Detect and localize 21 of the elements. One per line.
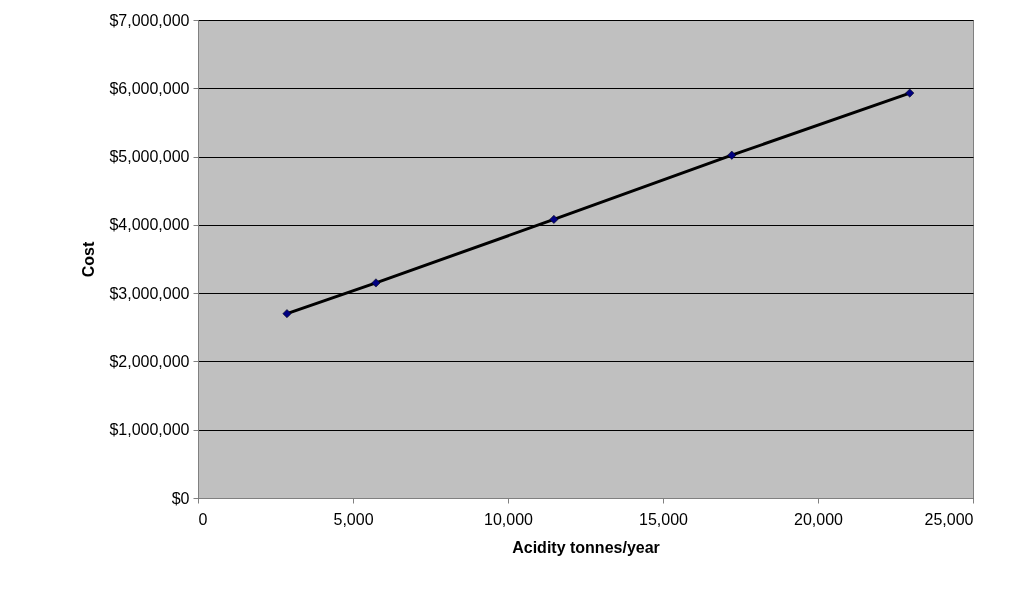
y-axis-title: Cost [80,241,98,278]
x-tick-label: 25,000 [924,510,974,528]
point [371,278,381,288]
point [282,309,292,319]
point [549,214,559,224]
point [905,88,915,98]
point [727,150,737,160]
y-tick-label: $6,000,000 [109,79,190,97]
y-tick-label: $2,000,000 [109,352,190,370]
x-tick-label: 20,000 [794,510,844,528]
x-tick-label: 0 [198,510,208,528]
x-tick-label: 5,000 [333,510,374,528]
y-tick-label: $0 [171,489,190,507]
x-axis-title: Acidity tonnes/year [512,538,660,556]
y-tick-label: $5,000,000 [109,148,190,166]
y-tick-label: $7,000,000 [109,11,190,29]
x-tick-label: 10,000 [484,510,534,528]
x-tick-label: 15,000 [639,510,689,528]
y-tick-label: $3,000,000 [109,284,190,302]
y-tick-label: $1,000,000 [109,421,190,439]
y-tick-label: $4,000,000 [109,216,190,234]
